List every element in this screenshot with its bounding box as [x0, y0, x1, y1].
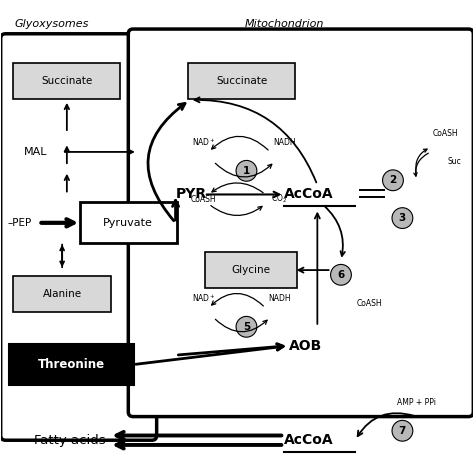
Circle shape [330, 264, 351, 285]
FancyBboxPatch shape [205, 252, 298, 288]
Text: AOB: AOB [289, 339, 322, 353]
Text: AcCoA: AcCoA [284, 433, 334, 447]
Text: NADH: NADH [268, 294, 291, 303]
FancyBboxPatch shape [188, 63, 295, 99]
Text: Threonine: Threonine [38, 358, 105, 371]
Text: 5: 5 [243, 322, 250, 332]
FancyBboxPatch shape [9, 344, 135, 385]
Text: NAD$^+$: NAD$^+$ [192, 137, 216, 148]
Text: Succinate: Succinate [216, 76, 267, 86]
Text: PYR: PYR [175, 187, 207, 201]
Text: 7: 7 [399, 426, 406, 436]
Text: CoASH: CoASH [356, 299, 382, 308]
FancyBboxPatch shape [13, 276, 111, 312]
Circle shape [236, 160, 257, 181]
Text: Succinate: Succinate [41, 76, 92, 86]
Text: AcCoA: AcCoA [284, 187, 334, 201]
FancyBboxPatch shape [13, 63, 120, 99]
Circle shape [392, 420, 413, 441]
Text: Pyruvate: Pyruvate [103, 218, 153, 228]
Text: NADH: NADH [273, 138, 296, 147]
Text: AMP + PPi: AMP + PPi [397, 398, 436, 407]
Text: 6: 6 [337, 270, 345, 280]
FancyBboxPatch shape [0, 34, 156, 440]
Text: Mitochondrion: Mitochondrion [245, 19, 324, 29]
Text: MAL: MAL [24, 147, 48, 157]
FancyBboxPatch shape [128, 29, 474, 417]
Text: Glycine: Glycine [232, 265, 271, 275]
Text: Suc: Suc [447, 157, 461, 166]
Text: CoASH: CoASH [432, 128, 458, 137]
Text: Alanine: Alanine [43, 289, 82, 299]
Text: 1: 1 [243, 166, 250, 176]
Text: Fatty acids: Fatty acids [34, 434, 105, 447]
Circle shape [392, 208, 413, 228]
Text: 2: 2 [389, 175, 397, 185]
Text: NAD$^+$: NAD$^+$ [192, 292, 216, 304]
Circle shape [236, 317, 257, 337]
Text: –PEP: –PEP [8, 218, 32, 228]
Text: CoASH: CoASH [191, 195, 217, 204]
Text: 3: 3 [399, 213, 406, 223]
Text: Glyoxysomes: Glyoxysomes [15, 19, 89, 29]
Text: CO$_2$: CO$_2$ [272, 193, 288, 205]
FancyBboxPatch shape [80, 202, 177, 243]
Circle shape [383, 170, 403, 191]
